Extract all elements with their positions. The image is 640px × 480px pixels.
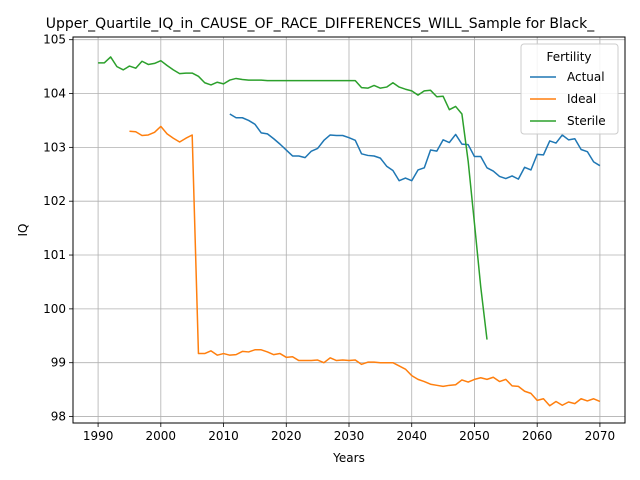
y-tick-label: 105: [43, 33, 66, 47]
series-line-actual: [229, 113, 601, 182]
x-tick-label: 2060: [522, 429, 553, 443]
y-tick-label: 104: [43, 87, 66, 101]
tick-layer: 1990 2000 2010 2020 2030 2040 2050 2060 2070 98 99…: [43, 33, 615, 443]
chart-title: Upper_Quartile_IQ_in_CAUSE_OF_RACE_DIFFE…: [46, 16, 595, 32]
series-layer: [98, 56, 601, 407]
x-tick-label: 2000: [146, 429, 177, 443]
y-axis-label: IQ: [16, 224, 30, 237]
y-tick-label: 99: [51, 356, 66, 370]
series-line-ideal: [129, 125, 601, 407]
legend-label-ideal: Ideal: [567, 92, 596, 106]
legend-label-actual: Actual: [567, 70, 605, 84]
x-tick-label: 2040: [396, 429, 427, 443]
y-tick-label: 102: [43, 194, 66, 208]
x-tick-label: 2070: [585, 429, 616, 443]
y-tick-label: 103: [43, 140, 66, 154]
y-tick-label: 100: [43, 302, 66, 316]
legend-box: [520, 43, 619, 135]
x-tick-label: 1990: [83, 429, 114, 443]
x-tick-label: 2030: [334, 429, 365, 443]
legend-items: Actual Ideal Sterile: [530, 70, 606, 128]
series-line-sterile: [98, 56, 488, 340]
legend-label-sterile: Sterile: [567, 114, 606, 128]
y-tick-label: 101: [43, 248, 66, 262]
x-tick-label: 2010: [208, 429, 239, 443]
x-axis-label: Years: [332, 451, 365, 465]
legend-title: Fertility: [546, 50, 591, 64]
y-tick-label: 98: [51, 410, 66, 424]
x-tick-label: 2020: [271, 429, 302, 443]
x-tick-label: 2050: [459, 429, 490, 443]
legend: Fertility Actual Ideal Sterile: [520, 43, 619, 135]
